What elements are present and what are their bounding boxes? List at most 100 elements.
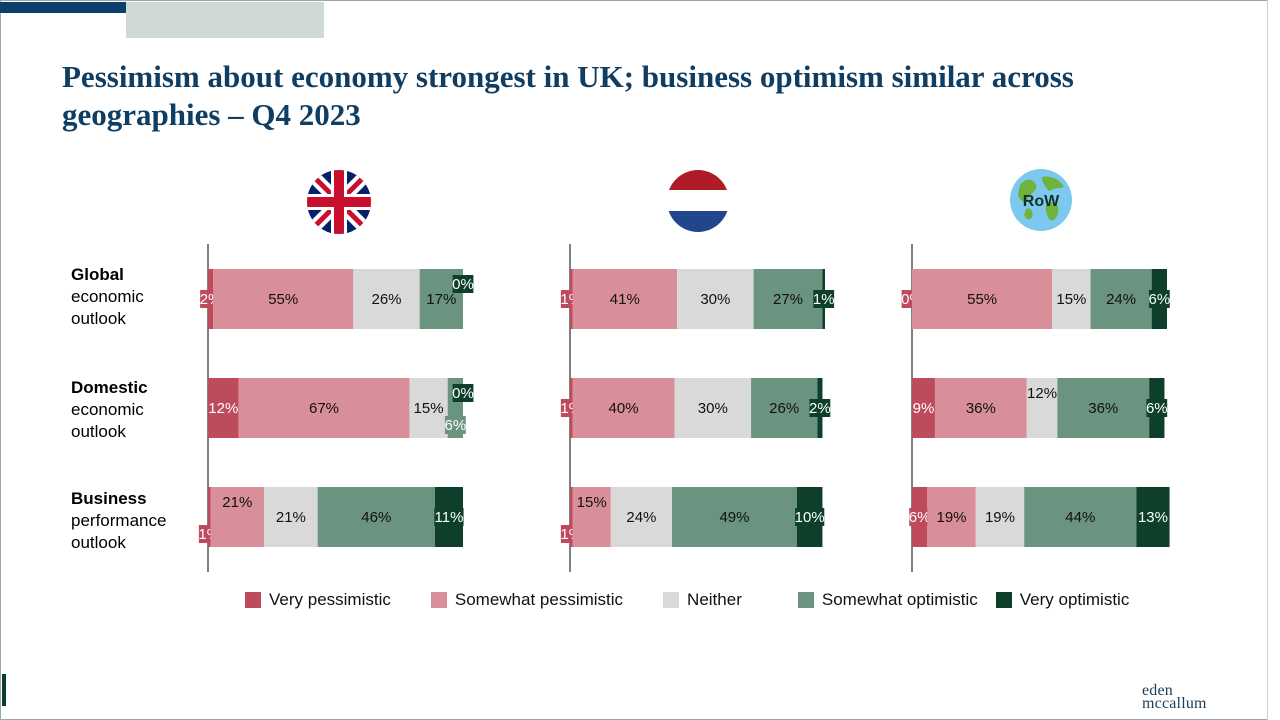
bar-row-row3-somewhat-pessimistic — [927, 487, 976, 547]
data-label-netherlands-row2-somewhat-optimistic: 26% — [769, 400, 799, 417]
legend-item-somewhat-optimistic: Somewhat optimistic — [797, 590, 978, 610]
legend-label: Somewhat pessimistic — [454, 590, 624, 609]
data-label-row-row3-neither: 19% — [985, 509, 1015, 526]
legend-label: Very optimistic — [1019, 590, 1130, 609]
row-label-business: Business performance outlook — [71, 489, 167, 552]
data-label-bg — [813, 290, 835, 308]
data-label-netherlands-row3-somewhat-optimistic: 49% — [719, 509, 749, 526]
legend-label: Neither — [687, 590, 742, 609]
header-accent-bar — [0, 2, 236, 13]
data-label-bg — [913, 399, 934, 417]
data-label-uk-row1-very-optimistic: 0% — [452, 276, 474, 293]
data-label-row-row2-somewhat-optimistic: 36% — [1088, 400, 1118, 417]
bar-uk-row1-neither — [353, 269, 420, 329]
row-label-global: Global economic outlook — [71, 265, 144, 328]
bar-uk-row2-somewhat-pessimistic — [238, 378, 410, 438]
data-label-bg — [434, 508, 464, 526]
chart-legend: Very pessimistic Somewhat pessimistic Ne… — [245, 590, 1169, 610]
bar-netherlands-row3-neither — [610, 487, 672, 547]
bar-netherlands-row2-neither — [674, 378, 752, 438]
bar-uk-row2-neither — [409, 378, 448, 438]
legend-item-somewhat-pessimistic: Somewhat pessimistic — [430, 590, 624, 610]
legend-item-very-pessimistic: Very pessimistic — [245, 590, 391, 610]
company-logo: eden mccallum — [1142, 682, 1207, 712]
data-label-netherlands-row1-very-optimistic: 1% — [813, 291, 835, 308]
row-label-domestic: Domestic economic outlook — [71, 378, 148, 441]
data-label-netherlands-row3-very-optimistic: 10% — [795, 509, 825, 526]
data-label-row-row1-very-optimistic: 6% — [1149, 291, 1171, 308]
data-label-row-row1-somewhat-optimistic: 24% — [1106, 291, 1136, 308]
bar-row-row3-somewhat-optimistic — [1024, 487, 1137, 547]
data-label-uk-row3-very-optimistic: 11% — [435, 509, 464, 526]
bar-row-row3-neither — [975, 487, 1025, 547]
data-label-bg — [1148, 290, 1170, 308]
netherlands-flag-icon — [667, 170, 729, 232]
data-label-bg — [444, 416, 466, 434]
data-label-row-row2-very-pessimistic: 9% — [913, 400, 935, 417]
data-label-uk-row1-neither: 26% — [371, 291, 401, 308]
legend-swatch — [245, 592, 261, 608]
data-label-uk-row2-somewhat-optimistic: 6% — [445, 417, 467, 434]
bar-uk-row3-somewhat-optimistic — [317, 487, 435, 547]
data-label-bg — [1146, 399, 1168, 417]
header-accent-block — [126, 2, 324, 38]
bar-row-row2-somewhat-pessimistic — [934, 378, 1027, 438]
bar-row-row1-somewhat-pessimistic — [912, 269, 1053, 329]
data-label-row-row3-somewhat-pessimistic: 19% — [937, 509, 967, 526]
legend-item-neither: Neither — [663, 590, 742, 610]
data-label-netherlands-row3-neither: 24% — [626, 509, 656, 526]
bar-netherlands-row2-somewhat-optimistic — [751, 378, 818, 438]
bar-uk-row3-somewhat-pessimistic — [210, 487, 265, 547]
bar-row-row1-somewhat-optimistic — [1090, 269, 1152, 329]
data-label-row-row3-somewhat-optimistic: 44% — [1065, 509, 1095, 526]
bar-row-row2-neither — [1026, 378, 1058, 438]
bar-row-row2-somewhat-optimistic — [1057, 378, 1150, 438]
data-label-netherlands-row3-somewhat-pessimistic: 15% — [577, 494, 607, 511]
bar-netherlands-row3-somewhat-optimistic — [672, 487, 797, 547]
data-label-bg — [452, 384, 474, 402]
legend-swatch — [797, 592, 814, 608]
legend-swatch — [663, 592, 680, 608]
data-label-uk-row2-somewhat-pessimistic: 67% — [309, 400, 339, 417]
slide-title: Pessimism about economy strongest in UK;… — [62, 59, 1074, 132]
right-edge-strip — [1267, 0, 1280, 720]
bar-row-row1-neither — [1052, 269, 1091, 329]
bar-uk-row3-neither — [264, 487, 318, 547]
legend-label: Somewhat optimistic — [821, 590, 978, 609]
data-label-row-row3-very-pessimistic: 6% — [909, 509, 931, 526]
globe-badge-label: RoW — [1023, 193, 1060, 210]
bar-netherlands-row1-neither — [677, 269, 754, 329]
data-label-netherlands-row1-neither: 30% — [700, 291, 730, 308]
legend-item-very-optimistic: Very optimistic — [995, 590, 1130, 610]
data-label-netherlands-row2-very-optimistic: 2% — [809, 400, 831, 417]
data-label-netherlands-row1-somewhat-pessimistic: 41% — [610, 291, 640, 308]
legend-swatch — [430, 592, 447, 608]
legend-swatch — [995, 592, 1012, 608]
uk-flag-icon — [307, 170, 371, 234]
data-label-bg — [208, 399, 238, 417]
bar-uk-row1-somewhat-pessimistic — [213, 269, 354, 329]
data-label-uk-row3-neither: 21% — [276, 509, 306, 526]
data-label-row-row2-very-optimistic: 6% — [1146, 400, 1168, 417]
data-label-netherlands-row1-somewhat-optimistic: 27% — [773, 291, 803, 308]
bar-netherlands-row2-somewhat-pessimistic — [572, 378, 675, 438]
bar-netherlands-row1-somewhat-pessimistic — [572, 269, 678, 329]
data-label-bg — [795, 508, 825, 526]
footer-accent-bar — [2, 674, 6, 706]
bar-netherlands-row3-very-pessimistic — [570, 487, 573, 547]
data-label-row-row2-somewhat-pessimistic: 36% — [966, 400, 996, 417]
bar-netherlands-row3-somewhat-pessimistic — [572, 487, 611, 547]
data-label-uk-row1-somewhat-optimistic: 17% — [426, 291, 456, 308]
data-label-bg — [909, 508, 931, 526]
bar-uk-row3-very-pessimistic — [208, 487, 211, 547]
data-label-row-row1-neither: 15% — [1056, 291, 1086, 308]
data-label-uk-row2-very-pessimistic: 12% — [208, 400, 238, 417]
data-label-bg — [1138, 508, 1168, 526]
data-label-row-row2-neither: 12% — [1027, 385, 1057, 402]
legend-label: Very pessimistic — [269, 590, 391, 609]
data-label-uk-row3-somewhat-pessimistic: 21% — [222, 494, 252, 511]
data-label-uk-row3-somewhat-optimistic: 46% — [361, 509, 391, 526]
globe-icon: RoW — [1010, 169, 1072, 231]
data-label-bg — [809, 399, 831, 417]
